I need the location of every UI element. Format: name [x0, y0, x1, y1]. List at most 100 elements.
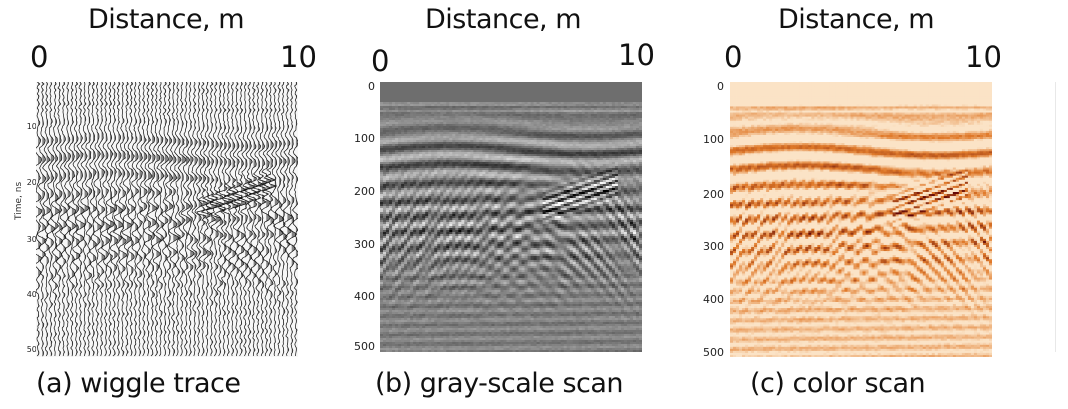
scan-cell [419, 178, 423, 181]
scan-cell [410, 134, 414, 137]
scan-cell [458, 84, 462, 87]
wiggle-trace-line [196, 82, 209, 357]
scan-cell [617, 184, 622, 187]
scan-cell [461, 150, 465, 153]
scan-cell [557, 104, 562, 107]
scan-cell [530, 176, 534, 179]
scan-cell [578, 158, 583, 161]
scan-cell [578, 94, 583, 97]
scan-cell [503, 134, 507, 137]
scan-cell [620, 150, 625, 153]
scan-cell [587, 90, 592, 93]
scan-cell [551, 156, 556, 159]
scan-cell [464, 118, 468, 121]
scan-cell [620, 158, 625, 161]
scan-cell [632, 88, 637, 91]
scan-cell [437, 86, 441, 89]
scan-cell [464, 166, 468, 169]
scan-cell [584, 140, 589, 143]
scan-cell [515, 120, 519, 123]
scan-cell [443, 130, 447, 133]
scan-cell [446, 160, 450, 163]
scan-cell [602, 100, 607, 103]
scan-cell [482, 158, 486, 161]
scan-cell [428, 156, 432, 159]
scan-cell [563, 170, 568, 173]
scan-cell [473, 128, 477, 131]
scan-cell [392, 120, 396, 123]
scan-cell [599, 124, 604, 127]
scan-cell [380, 120, 384, 123]
scan-cell [473, 98, 477, 101]
scan-cell [464, 186, 468, 189]
scan-cell [593, 84, 598, 87]
scan-cell [407, 116, 411, 119]
scan-cell [632, 92, 637, 95]
scan-cell [575, 130, 580, 133]
scan-cell [494, 124, 498, 127]
scan-cell [512, 128, 516, 131]
scan-cell [584, 138, 589, 141]
scan-cell [467, 122, 471, 125]
scan-cell [491, 128, 495, 131]
scan-cell [590, 168, 595, 171]
scan-cell [620, 136, 625, 139]
scan-cell [380, 152, 384, 155]
scan-cell [446, 144, 450, 147]
scan-cell [464, 180, 468, 183]
scan-cell [416, 82, 420, 85]
scan-cell [590, 160, 595, 163]
scan-cell [536, 168, 541, 171]
scan-cell [623, 166, 628, 169]
scan-cell [473, 156, 477, 159]
scan-cell [545, 116, 550, 119]
scan-cell [470, 120, 474, 123]
scan-cell [482, 146, 486, 149]
scan-cell [551, 104, 556, 107]
scan-cell [626, 114, 631, 117]
scan-cell [407, 168, 411, 171]
scan-cell [443, 150, 447, 153]
scan-cell [536, 92, 541, 95]
scan-cell [563, 156, 568, 159]
scan-cell [536, 140, 541, 143]
scan-cell [596, 132, 601, 135]
scan-cell [545, 176, 550, 179]
scan-cell [458, 102, 462, 105]
scan-cell [482, 134, 486, 137]
scan-cell [389, 110, 393, 113]
scan-cell [380, 160, 384, 163]
scan-cell [476, 162, 480, 165]
scan-cell [386, 178, 390, 181]
scan-cell [401, 148, 405, 151]
scan-cell [632, 160, 637, 163]
scan-cell [437, 112, 441, 115]
scan-cell [458, 132, 462, 135]
scan-cell [548, 88, 553, 91]
scan-cell [440, 104, 444, 107]
scan-cell [521, 140, 525, 143]
scan-cell [617, 150, 622, 153]
scan-cell [443, 146, 447, 149]
scan-cell [566, 88, 571, 91]
scan-cell [455, 146, 459, 149]
scan-cell [389, 144, 393, 147]
scan-cell [536, 128, 541, 131]
scan-cell [383, 138, 387, 141]
scan-cell [395, 82, 399, 85]
wiggle-trace-line [238, 82, 251, 357]
scan-cell [398, 118, 402, 121]
scan-cell [551, 110, 556, 113]
scan-cell [464, 98, 468, 101]
scan-cell [497, 182, 501, 185]
scan-cell [464, 142, 468, 145]
scan-cell [482, 142, 486, 145]
scan-cell [521, 156, 525, 159]
scan-cell [530, 146, 534, 149]
scan-cell [500, 92, 504, 95]
scan-cell [401, 110, 405, 113]
scan-cell [449, 124, 453, 127]
wiggle-trace-line [205, 82, 219, 357]
scan-cell [380, 180, 384, 183]
scan-cell [467, 170, 471, 173]
